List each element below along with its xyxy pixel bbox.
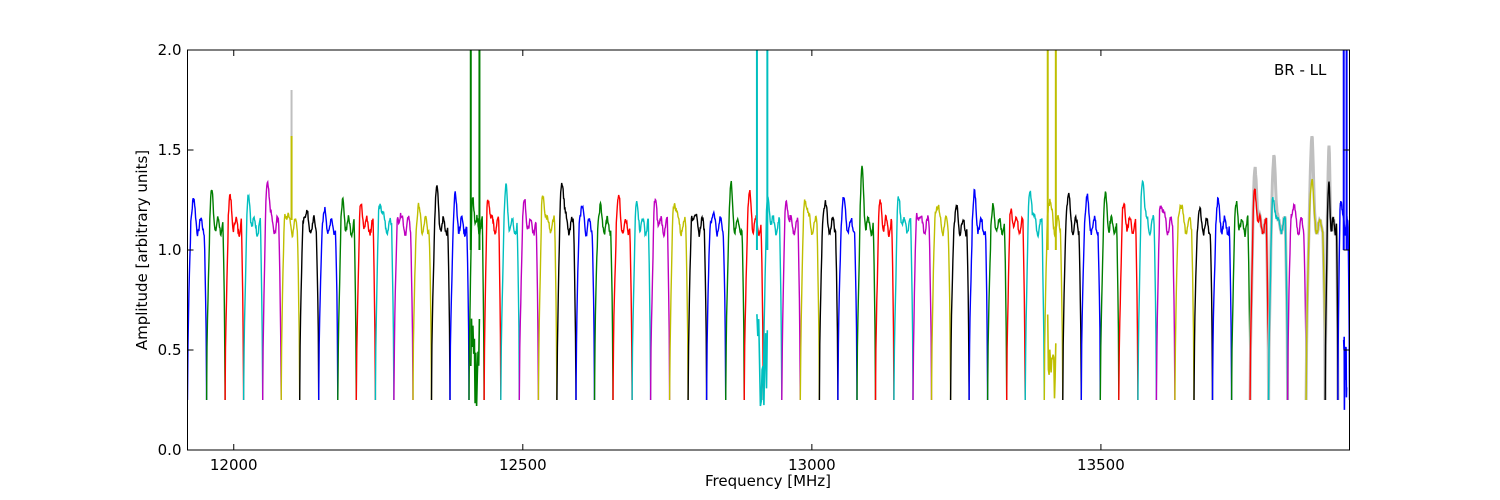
series-segment-48 [1080,193,1101,401]
series-segment-14 [449,191,470,401]
series-segment-43 [986,203,1008,401]
series-segment-6 [299,209,320,401]
series-segment-2 [224,193,245,401]
x-tick-label: 12500 [499,456,547,474]
series-segment-51 [1137,179,1158,401]
series-segment-24 [631,200,652,401]
series-segment-61 [1324,181,1339,401]
series-segment-37 [874,199,895,401]
series-segment-4 [262,179,282,401]
series-segment-22 [593,200,614,401]
series-segment-8 [337,196,357,401]
series-segment-9 [355,203,377,401]
rfi-dip-31 [756,314,769,407]
y-tick-label: 2.0 [158,41,182,59]
series-segment-39 [912,212,933,401]
series-segment-40 [930,204,952,401]
series-segment-0 [187,197,208,401]
y-tick-label: 0.5 [158,341,182,359]
series-segment-32 [781,199,801,401]
series-segment-58 [1267,196,1289,401]
series-segment-31 [762,196,783,401]
y-axis-label: Amplitude [arbitrary units] [133,150,151,350]
series-segment-11 [393,212,414,401]
x-tick-label: 12000 [210,456,258,474]
series-segment-12 [412,202,433,401]
series-segment-1 [205,189,226,401]
series-segment-25 [649,197,671,401]
series-segment-10 [374,203,395,401]
series-segment-52 [1155,205,1176,401]
series-segment-17 [500,183,520,401]
axis-ticks: 12000 12500 13000 13500 0.0 0.5 1.0 1.5 2.0 [158,41,1350,474]
series-segment-20 [556,182,577,401]
series-segment-34 [818,200,839,401]
rfi-dip-46 [1046,314,1057,399]
chart-annotation: BR - LL [1274,61,1327,79]
y-tick-label: 1.5 [158,141,182,159]
series-segment-30 [743,189,764,401]
series-segment-33 [799,199,821,401]
series-segment-42 [968,188,989,401]
series-segment-59 [1286,202,1307,401]
series-segment-19 [537,195,558,401]
series-segment-16 [483,199,502,401]
series-segment-56 [1230,201,1251,401]
series-segment-28 [705,209,727,401]
x-tick-label: 13500 [1077,456,1125,474]
x-axis-label: Frequency [MHz] [705,472,831,490]
series-segment-54 [1193,205,1214,401]
x-tick-label: 13000 [788,456,836,474]
series-segment-44 [1006,208,1026,401]
series-segment-45 [1024,190,1045,401]
series-segment-23 [612,194,633,401]
series-segment-57 [1249,188,1270,401]
series-segment-53 [1174,203,1195,401]
series-segment-26 [668,203,689,401]
series-segment-46 [1043,198,1064,401]
series-segment-36 [856,165,877,401]
y-tick-label: 0.0 [158,441,182,459]
series-segment-29 [725,180,745,401]
series-segment-7 [318,206,339,401]
series-segment-49 [1099,191,1120,401]
series-segment-15 [468,197,485,401]
series-segment-47 [1062,192,1082,401]
series-segment-27 [687,213,708,401]
y-tick-label: 1.0 [158,241,182,259]
series-segment-13 [430,185,451,401]
rfi-dip-62 [1342,336,1348,410]
series-segment-3 [242,193,264,401]
series-segment-35 [837,196,858,401]
series-segment-60 [1305,178,1326,401]
series-segment-50 [1118,202,1139,401]
series-segment-21 [575,204,596,401]
rfi-dip-15 [470,318,481,407]
data-series-layer [187,50,1350,410]
series-segment-38 [893,196,914,401]
series-segment-5 [280,212,301,401]
series-segment-55 [1211,196,1233,401]
series-segment-18 [518,199,540,401]
series-segment-41 [949,203,970,401]
series-segment-62 [1337,200,1350,401]
